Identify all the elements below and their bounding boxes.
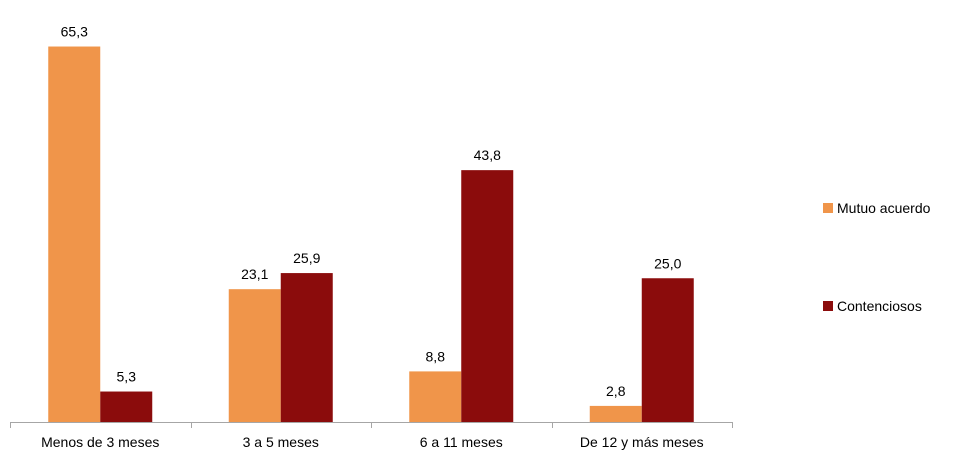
x-axis: Menos de 3 meses 3 a 5 meses 6 a 11 meses D… [10, 422, 733, 450]
bar-mutuo-acuerdo-de-12-y-mas-meses [589, 405, 642, 422]
legend-swatch-contenciosos [823, 301, 833, 311]
x-tick-label-6-a-11-meses: 6 a 11 meses [420, 434, 503, 450]
legend-swatch-mutuo-acuerdo [823, 203, 833, 213]
x-tick-label-de-12-y-mas-meses: De 12 y más meses [580, 434, 704, 450]
bar-mutuo-acuerdo-menos-de-3-meses [48, 46, 101, 423]
bar-mutuo-acuerdo-6-a-11-meses [409, 371, 462, 422]
bar-contenciosos-menos-de-3-meses [100, 391, 153, 422]
value-label-contenciosos-menos-de-3-meses: 5,3 [117, 369, 137, 385]
value-label-contenciosos-de-12-y-mas-meses: 25,0 [654, 255, 681, 271]
bar-contenciosos-de-12-y-mas-meses [641, 278, 694, 422]
bar-contenciosos-6-a-11-meses [461, 170, 514, 422]
value-label-mutuo-acuerdo-de-12-y-mas-meses: 2,8 [606, 383, 626, 399]
x-tick-label-3-a-5-meses: 3 a 5 meses [243, 434, 319, 450]
value-label-mutuo-acuerdo-3-a-5-meses: 23,1 [241, 266, 268, 282]
x-tick-label-menos-de-3-meses: Menos de 3 meses [41, 434, 159, 450]
legend-label-mutuo-acuerdo: Mutuo acuerdo [837, 200, 931, 216]
value-label-contenciosos-3-a-5-meses: 25,9 [293, 250, 320, 266]
legend-label-contenciosos: Contenciosos [837, 298, 922, 314]
bars-group [48, 46, 694, 423]
value-label-mutuo-acuerdo-6-a-11-meses: 8,8 [426, 348, 446, 364]
bar-mutuo-acuerdo-3-a-5-meses [228, 289, 281, 422]
legend-item-mutuo-acuerdo: Mutuo acuerdo [823, 200, 930, 216]
legend-item-contenciosos: Contenciosos [823, 298, 922, 314]
value-label-contenciosos-6-a-11-meses: 43,8 [474, 147, 501, 163]
bar-contenciosos-3-a-5-meses [280, 273, 333, 422]
value-labels-group: 65,3 5,3 23,1 25,9 8,8 43,8 2,8 25,0 [61, 24, 682, 399]
value-label-mutuo-acuerdo-menos-de-3-meses: 65,3 [61, 24, 88, 40]
